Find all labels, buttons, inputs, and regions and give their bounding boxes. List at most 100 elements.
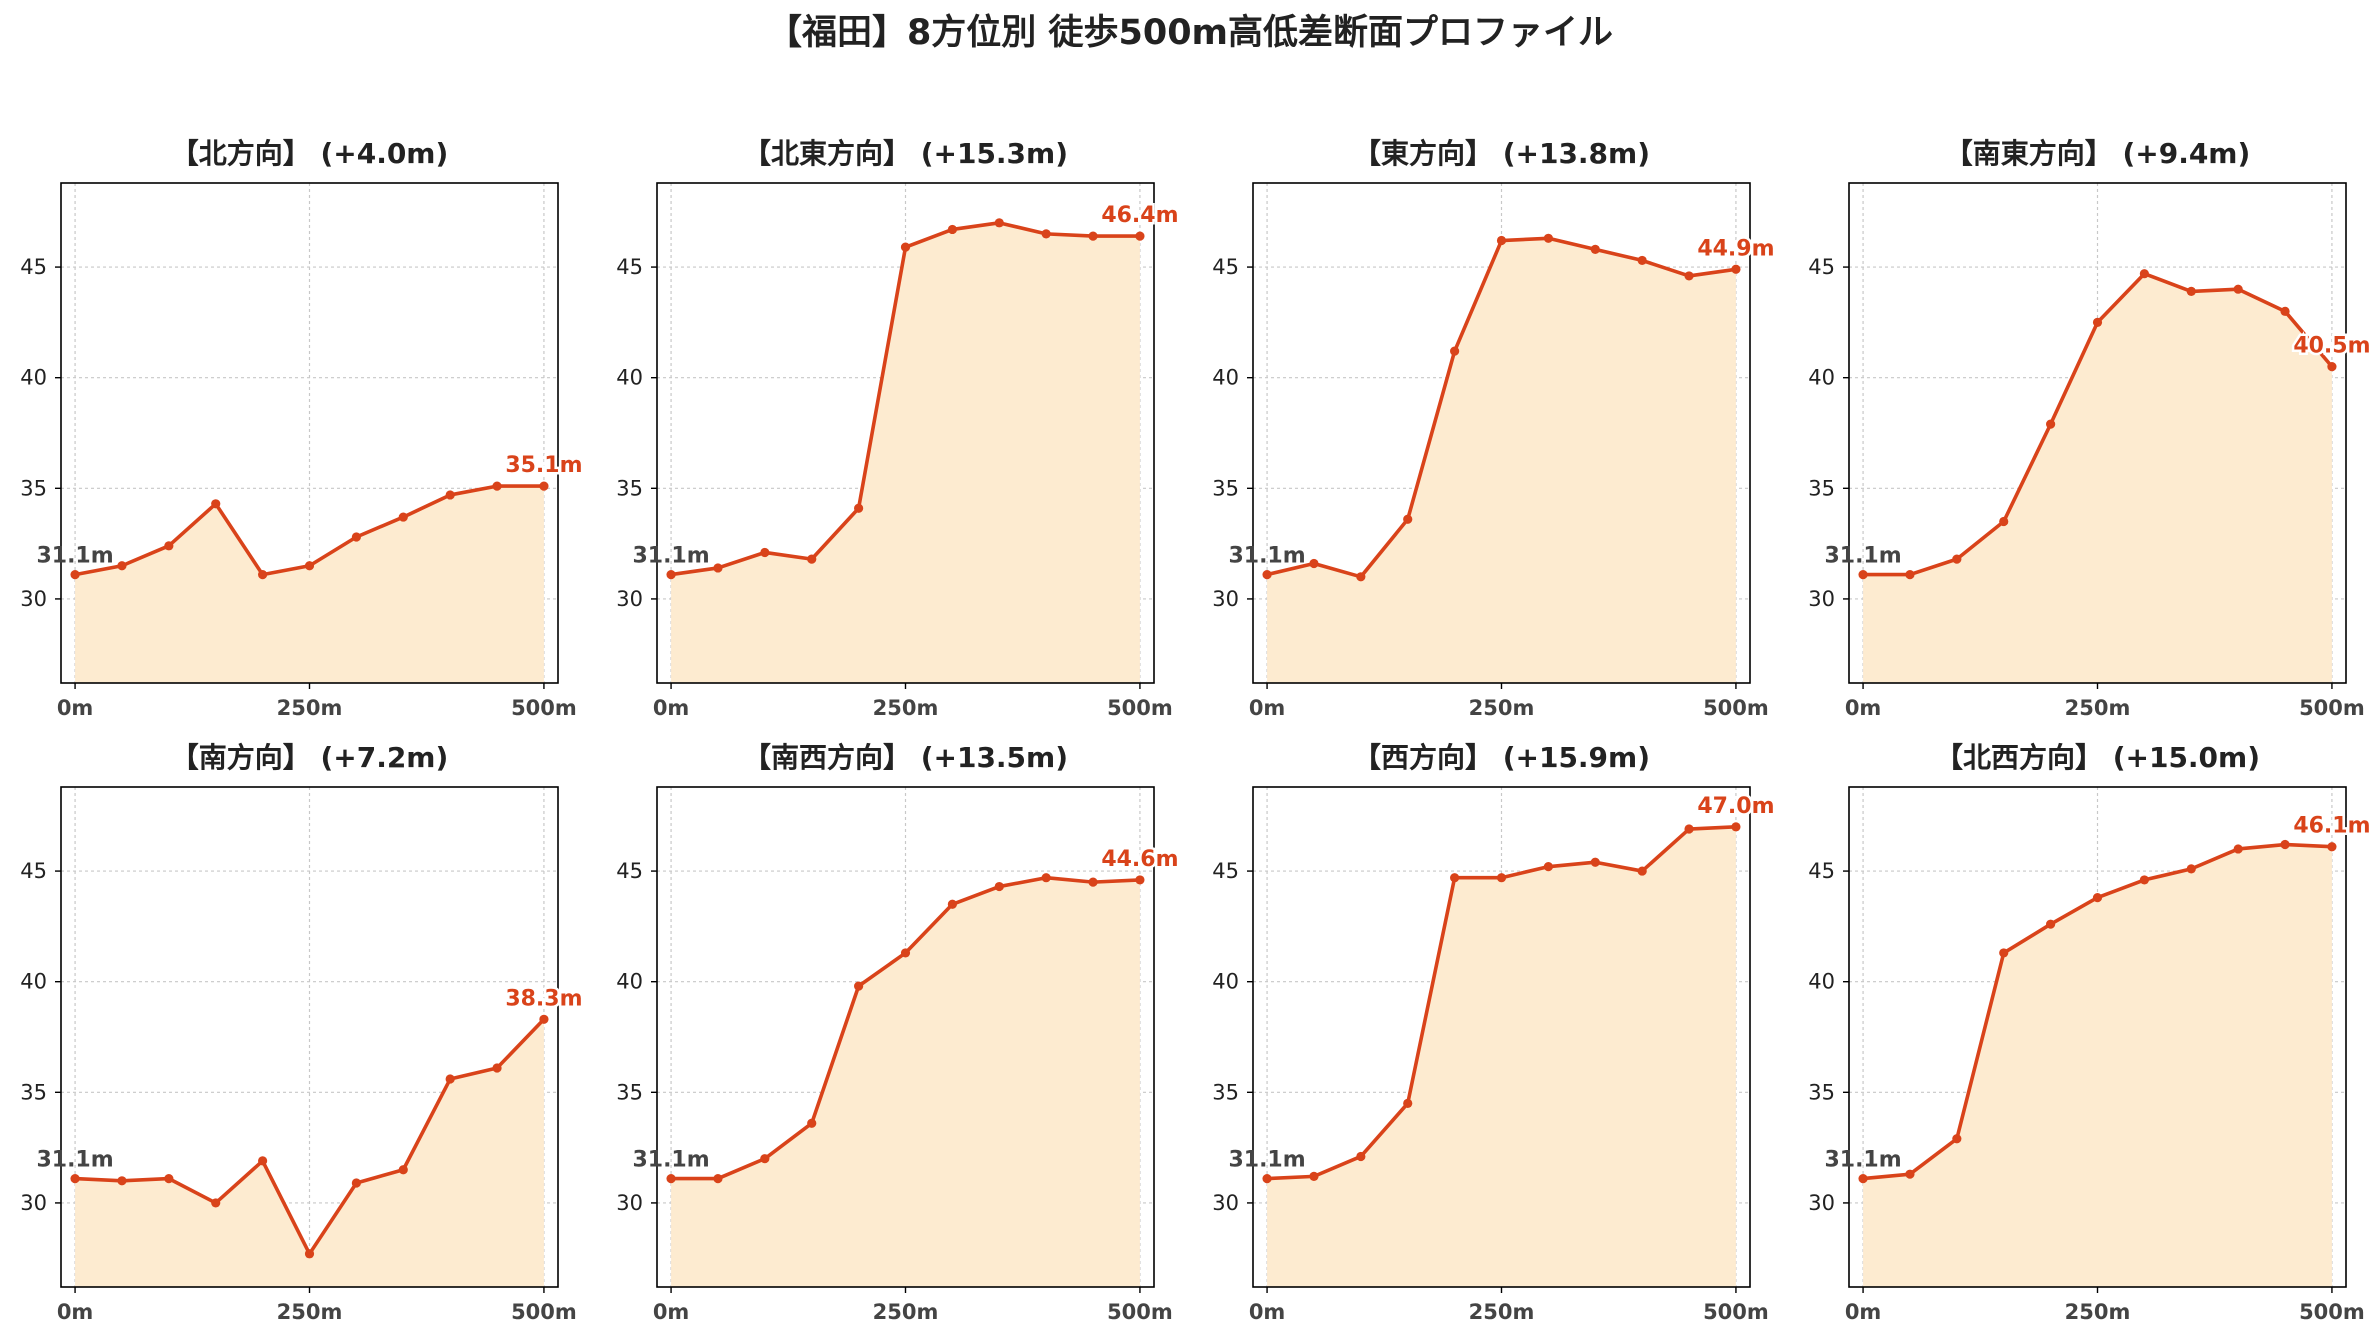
x-tick-label: 500m <box>1703 696 1769 720</box>
data-point <box>304 1249 315 1259</box>
data-point <box>2186 286 2196 297</box>
y-tick-label: 30 <box>1212 1191 1239 1215</box>
data-point <box>2280 839 2290 850</box>
data-point <box>211 499 221 509</box>
data-point <box>1403 514 1413 524</box>
end-elevation-label: 47.0m <box>1697 794 1774 819</box>
y-tick-label: 35 <box>1808 476 1835 500</box>
data-point <box>304 561 315 571</box>
data-point <box>900 948 911 958</box>
end-elevation-label: 44.6m <box>1101 847 1178 872</box>
data-point <box>760 1154 770 1164</box>
data-point <box>1952 1134 1962 1144</box>
area-fill <box>75 486 544 683</box>
data-point <box>1450 346 1460 356</box>
data-point <box>1356 1151 1366 1162</box>
data-point <box>1135 231 1145 241</box>
panel-title: 【南方向】 (+7.2m) <box>171 741 449 774</box>
area-fill <box>1863 273 2332 683</box>
data-point <box>70 1173 80 1184</box>
x-tick-label: 500m <box>1703 1300 1769 1324</box>
start-elevation-label: 31.1m <box>632 1148 709 1173</box>
data-point <box>994 218 1004 228</box>
x-tick-label: 0m <box>57 1300 94 1324</box>
x-tick-label: 250m <box>1469 696 1535 720</box>
data-point <box>2046 419 2056 429</box>
data-point <box>1858 569 1868 580</box>
y-tick-label: 40 <box>20 970 47 994</box>
start-elevation-label: 31.1m <box>632 544 709 569</box>
data-point <box>539 1014 549 1024</box>
data-point <box>1731 264 1741 274</box>
y-tick-label: 45 <box>1212 255 1239 279</box>
chart-panel: 【東方向】 (+13.8m) 30 35 40 45 0m 250m 500m 31.1m 44.… <box>1212 137 1777 720</box>
data-point <box>445 490 455 500</box>
data-point <box>1999 516 2009 527</box>
data-point <box>1543 862 1553 872</box>
panel-title: 【東方向】 (+13.8m) <box>1353 137 1650 170</box>
data-point <box>2092 893 2103 903</box>
data-point <box>994 881 1004 892</box>
data-point <box>1262 569 1272 580</box>
chart-panel: 【北方向】 (+4.0m) 30 35 40 45 0m 250m 500m 31.1m 35.1… <box>20 137 585 720</box>
data-point <box>760 547 770 558</box>
y-tick-label: 35 <box>616 1080 643 1104</box>
panels-grid: 【北方向】 (+4.0m) 30 35 40 45 0m 250m 500m 31.1m 35.1… <box>20 137 2373 1324</box>
area-fill <box>1267 238 1736 683</box>
y-tick-label: 45 <box>616 255 643 279</box>
data-point <box>713 563 723 573</box>
data-point <box>1496 873 1507 883</box>
data-point <box>1731 822 1741 832</box>
x-tick-label: 0m <box>57 696 94 720</box>
panel-title: 【南西方向】 (+13.5m) <box>743 741 1068 774</box>
x-tick-label: 500m <box>511 1300 577 1324</box>
y-tick-label: 40 <box>616 970 643 994</box>
data-point <box>2139 269 2149 279</box>
x-tick-label: 500m <box>1107 696 1173 720</box>
data-point <box>258 1156 268 1166</box>
data-point <box>1450 873 1460 883</box>
y-tick-label: 40 <box>1808 366 1835 390</box>
y-tick-label: 45 <box>20 859 47 883</box>
data-point <box>164 541 174 551</box>
data-point <box>1135 875 1145 885</box>
y-tick-label: 40 <box>1212 366 1239 390</box>
data-point <box>1590 244 1600 254</box>
data-point <box>807 554 817 564</box>
y-tick-label: 30 <box>20 1191 47 1215</box>
x-tick-label: 250m <box>2065 696 2131 720</box>
data-point <box>117 561 127 571</box>
y-tick-label: 45 <box>20 255 47 279</box>
axes-frame <box>1848 786 2347 1288</box>
panel-title: 【北方向】 (+4.0m) <box>171 137 449 170</box>
data-point <box>1309 558 1319 569</box>
data-point <box>1684 271 1694 281</box>
data-point <box>492 1063 502 1073</box>
axes-frame <box>1848 182 2347 684</box>
axes-frame <box>60 182 559 684</box>
figure-title: 【福田】8方位別 徒歩500m高低差断面プロファイル <box>767 13 1613 53</box>
y-tick-label: 35 <box>1212 1080 1239 1104</box>
chart-panel: 【南東方向】 (+9.4m) 30 35 40 45 0m 250m 500m 31.1m 40.… <box>1808 137 2373 720</box>
area-fill <box>1863 844 2332 1287</box>
area-fill <box>671 222 1140 684</box>
data-point <box>1905 1169 1915 1179</box>
y-tick-label: 45 <box>1808 255 1835 279</box>
data-point <box>398 512 408 522</box>
data-point <box>1858 1173 1868 1184</box>
panel-title: 【北西方向】 (+15.0m) <box>1935 741 2260 774</box>
data-point <box>1309 1171 1319 1181</box>
data-point <box>1684 824 1694 834</box>
data-point <box>351 1178 361 1188</box>
y-tick-label: 45 <box>616 859 643 883</box>
end-elevation-label: 40.5m <box>2293 334 2370 359</box>
start-elevation-label: 31.1m <box>1824 544 1901 569</box>
start-elevation-label: 31.1m <box>1228 544 1305 569</box>
area-fill <box>75 1019 544 1287</box>
data-point <box>1543 233 1553 243</box>
data-point <box>351 532 361 542</box>
data-point <box>1905 569 1915 580</box>
data-point <box>1637 866 1647 876</box>
x-tick-label: 250m <box>1469 1300 1535 1324</box>
